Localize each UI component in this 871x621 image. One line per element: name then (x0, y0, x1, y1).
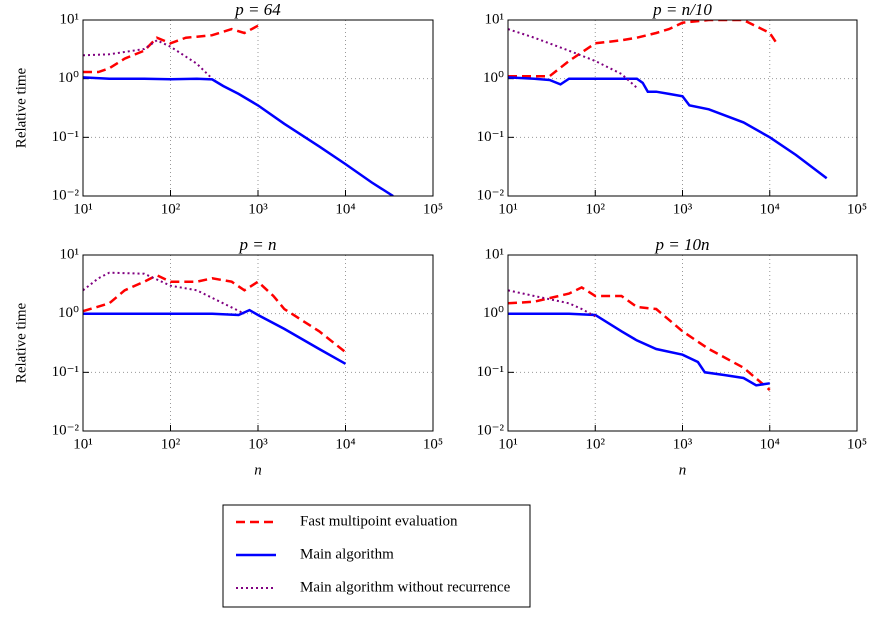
x-tick-label: 10¹ (73, 436, 93, 452)
legend-label: Fast multipoint evaluation (300, 513, 458, 529)
y-tick-label: 10⁰ (58, 305, 79, 321)
axes-frame (507, 19, 858, 197)
x-tick-label: 10³ (248, 436, 268, 452)
y-tick-label: 10⁻² (52, 422, 80, 438)
y-tick-label: 10⁰ (483, 305, 504, 321)
x-tick-label: 10² (586, 436, 606, 452)
y-tick-label: 10¹ (485, 246, 505, 262)
y-tick-label: 10⁻¹ (477, 129, 504, 145)
subplot-title: p = 64 (234, 0, 281, 19)
legend-label: Main algorithm (300, 546, 394, 562)
y-axis-label: Relative time (13, 67, 29, 148)
y-tick-label: 10⁻¹ (52, 129, 79, 145)
series-line (508, 76, 828, 180)
series-line (508, 312, 770, 387)
y-tick-label: 10⁻¹ (477, 364, 504, 380)
subplot-title: p = n (239, 235, 277, 254)
series-line (83, 39, 213, 80)
y-tick-label: 10¹ (60, 246, 80, 262)
y-tick-label: 10⁰ (58, 70, 79, 86)
x-tick-label: 10⁴ (335, 201, 355, 217)
x-tick-label: 10¹ (73, 201, 93, 217)
series-line (508, 285, 771, 391)
x-tick-label: 10⁵ (847, 201, 867, 217)
subplot-title: p = 10n (655, 235, 710, 254)
series-line (83, 273, 347, 354)
x-tick-label: 10⁴ (760, 436, 780, 452)
y-tick-label: 10⁰ (483, 70, 504, 86)
x-tick-label: 10⁵ (847, 436, 867, 452)
y-tick-label: 10⁻¹ (52, 364, 79, 380)
x-tick-label: 10⁴ (760, 201, 780, 217)
series-line (508, 289, 596, 318)
subplot-title: p = n/10 (652, 0, 712, 19)
series-line (83, 308, 347, 365)
x-tick-label: 10³ (248, 201, 268, 217)
x-tick-label: 10⁵ (423, 436, 443, 452)
y-tick-label: 10¹ (60, 11, 80, 27)
x-tick-label: 10³ (673, 436, 693, 452)
x-tick-label: 10² (161, 201, 181, 217)
series-line (83, 271, 245, 315)
axes-frame (507, 254, 858, 432)
axes-frame (82, 254, 434, 432)
x-tick-label: 10¹ (498, 201, 518, 217)
y-axis-label: Relative time (13, 302, 29, 383)
x-tick-label: 10⁴ (335, 436, 355, 452)
legend-label: Main algorithm without recurrence (300, 579, 511, 595)
y-tick-label: 10⁻² (477, 187, 505, 203)
x-tick-label: 10³ (673, 201, 693, 217)
y-tick-label: 10⁻² (52, 187, 80, 203)
series-line (83, 76, 394, 196)
x-tick-label: 10¹ (498, 436, 518, 452)
series-line (508, 20, 778, 78)
x-tick-label: 10² (586, 201, 606, 217)
x-axis-label: n (254, 462, 262, 478)
y-tick-label: 10⁻² (477, 422, 505, 438)
y-tick-label: 10¹ (485, 11, 505, 27)
x-tick-label: 10² (161, 436, 181, 452)
x-axis-label: n (679, 462, 687, 478)
x-tick-label: 10⁵ (423, 201, 443, 217)
series-line (508, 28, 638, 89)
axes-frame (82, 19, 434, 197)
series-line (83, 24, 259, 74)
